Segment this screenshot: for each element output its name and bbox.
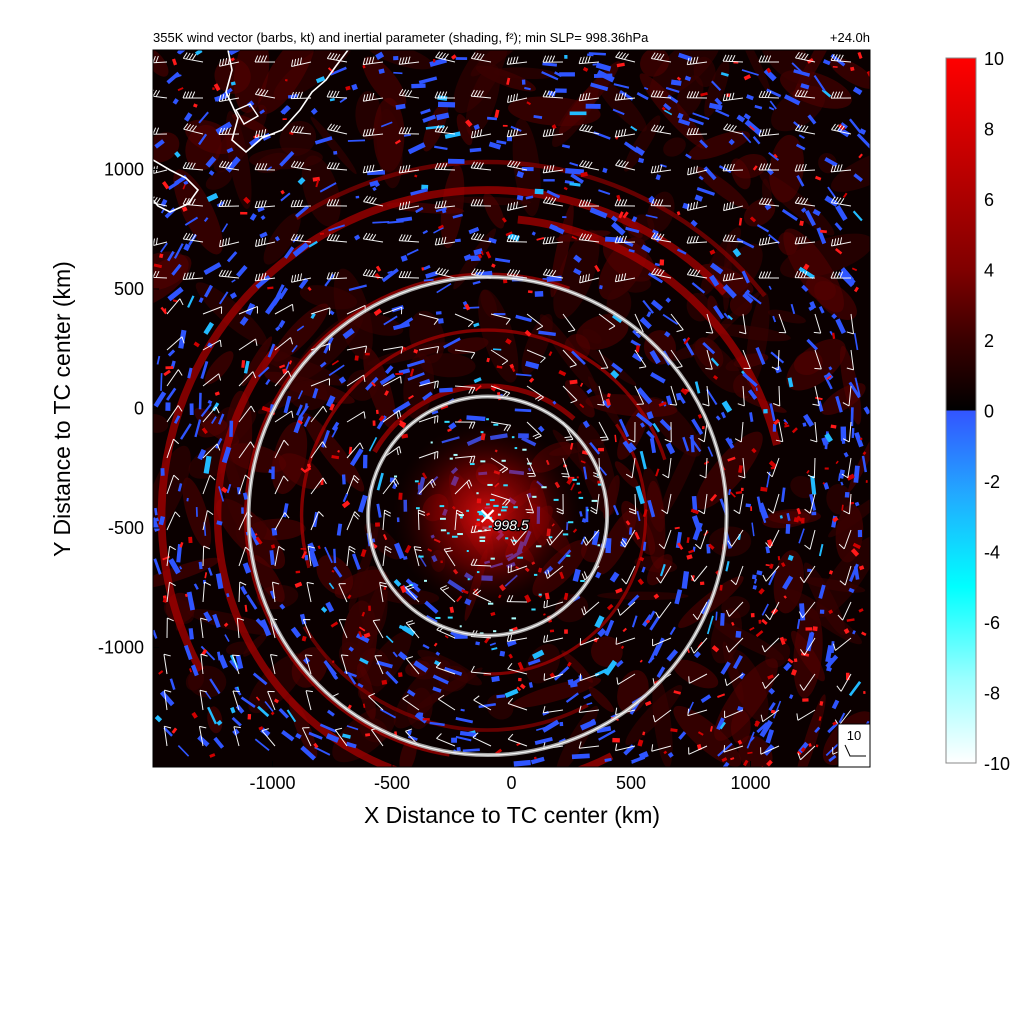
reference-barb-icon (844, 744, 866, 757)
tc-center-marker (480, 509, 495, 523)
x-tick-label: 0 (506, 773, 516, 793)
reference-barb-label: 10 (847, 728, 861, 743)
y-tick-label: -500 (108, 518, 144, 538)
colorbar-tick-label: 4 (984, 261, 994, 281)
chart-title: 355K wind vector (barbs, kt) and inertia… (153, 30, 649, 45)
forecast-time: +24.0h (830, 30, 870, 45)
colorbar: 10 8 6 4 2 0 -2 -4 -6 -8 -10 (945, 49, 1010, 774)
y-axis-label: Y Distance to TC center (km) (49, 261, 75, 557)
colorbar-gradient (945, 57, 977, 764)
coastline (153, 50, 349, 213)
colorbar-tick-label: -10 (984, 754, 1010, 774)
y-tick-label: 500 (114, 279, 144, 299)
x-tick-label: -500 (374, 773, 410, 793)
reference-barb-box: 10 (837, 723, 871, 768)
wind-barbs (153, 51, 855, 761)
colorbar-tick-label: 10 (984, 49, 1004, 69)
colorbar-tick-label: -8 (984, 684, 1000, 704)
colorbar-tick-label: 0 (984, 402, 994, 422)
y-tick-label: 0 (134, 399, 144, 419)
colorbar-tick-label: -4 (984, 543, 1000, 563)
colorbar-ticks: 10 8 6 4 2 0 -2 -4 -6 -8 -10 (984, 49, 1010, 774)
y-tick-label: 1000 (104, 160, 144, 180)
x-axis-ticks: -1000 -500 0 500 1000 (249, 761, 771, 793)
range-rings (246, 275, 729, 758)
colorbar-tick-label: 8 (984, 120, 994, 140)
x-tick-label: 1000 (730, 773, 770, 793)
tc-center: 998.5 (480, 509, 530, 534)
colorbar-tick-label: -6 (984, 613, 1000, 633)
x-tick-label: 500 (616, 773, 646, 793)
colorbar-tick-label: 6 (984, 190, 994, 210)
colorbar-tick-label: -2 (984, 472, 1000, 492)
x-tick-label: -1000 (249, 773, 295, 793)
tc-center-label: 998.5 (494, 517, 529, 533)
plot-area: 998.5 10 (152, 49, 871, 768)
y-axis-ticks: 1000 500 0 -500 -1000 (98, 160, 159, 658)
x-axis-label: X Distance to TC center (km) (364, 802, 660, 828)
y-tick-label: -1000 (98, 638, 144, 658)
colorbar-tick-label: 2 (984, 331, 994, 351)
